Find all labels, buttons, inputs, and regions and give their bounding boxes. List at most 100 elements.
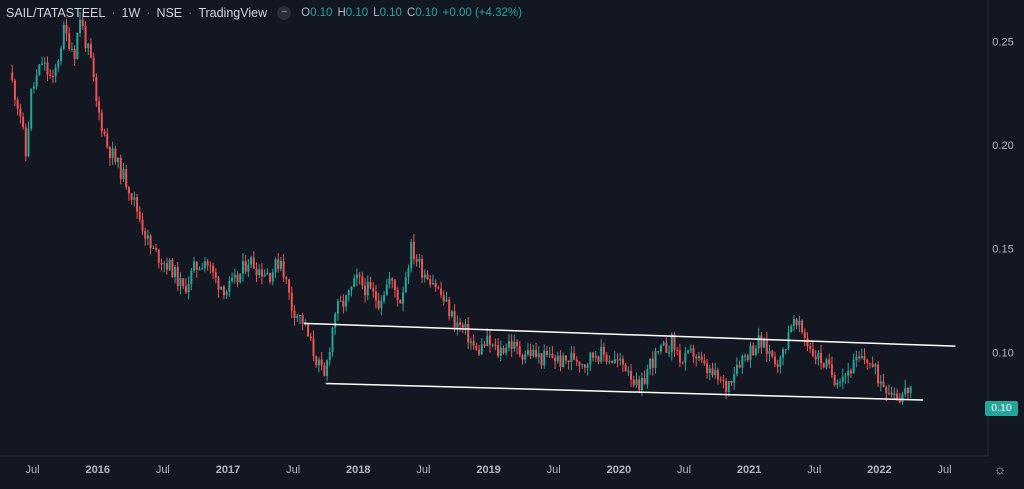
candle-body xyxy=(361,276,364,286)
candle-body xyxy=(410,241,413,269)
candle-body xyxy=(839,382,842,384)
candle-body xyxy=(654,351,657,368)
candle-body xyxy=(602,346,605,355)
candle-body xyxy=(239,273,242,283)
candle-body xyxy=(32,86,35,89)
candle-body xyxy=(738,364,741,368)
candle-body xyxy=(217,277,220,290)
gear-icon[interactable]: ☼ xyxy=(993,461,1007,477)
change-value: +0.00 (+4.32%) xyxy=(442,7,522,19)
candle-body xyxy=(22,116,25,128)
candle-body xyxy=(505,347,508,354)
candle-body xyxy=(95,77,98,102)
candle-body xyxy=(703,360,706,364)
candle-body xyxy=(562,355,565,367)
candle-body xyxy=(233,274,236,278)
candle-body xyxy=(716,369,719,380)
candle-body xyxy=(214,272,217,278)
candle-body xyxy=(70,49,73,51)
minus-icon[interactable]: − xyxy=(277,6,292,20)
candle-body xyxy=(790,325,793,333)
candle-body xyxy=(11,72,14,81)
candle-body xyxy=(483,344,486,346)
candle-body xyxy=(111,148,114,158)
candle-body xyxy=(464,323,467,328)
candle-body xyxy=(57,60,60,68)
candle-body xyxy=(404,277,407,293)
candle-body xyxy=(651,358,654,368)
candle-body xyxy=(467,323,470,343)
candle-body xyxy=(898,398,901,403)
candle-body xyxy=(60,48,63,61)
candle-body xyxy=(551,354,554,358)
symbol-name[interactable]: SAIL/TATASTEEL xyxy=(6,6,106,20)
candle-body xyxy=(809,346,812,349)
candle-body xyxy=(288,279,291,293)
candle-body xyxy=(866,359,869,363)
candle-body xyxy=(849,370,852,374)
candle-body xyxy=(176,266,179,287)
candle-body xyxy=(811,348,814,357)
candle-body xyxy=(402,292,405,304)
candle-body xyxy=(391,278,394,281)
candle-body xyxy=(725,380,728,392)
candle-body xyxy=(836,382,839,386)
candle-body xyxy=(174,266,177,278)
candle-body xyxy=(383,295,386,301)
candle-body xyxy=(377,300,380,309)
candle-body xyxy=(279,261,282,269)
candle-body xyxy=(852,359,855,374)
candle-body xyxy=(317,359,320,366)
candle-body xyxy=(187,284,190,293)
candle-body xyxy=(860,356,863,359)
interval-label[interactable]: 1W xyxy=(121,6,141,20)
candle-body xyxy=(81,19,84,27)
candle-body xyxy=(27,128,30,157)
x-tick-label: 2022 xyxy=(867,464,891,476)
candle-body xyxy=(741,355,744,368)
upper-channel-trendline[interactable] xyxy=(303,322,956,347)
candle-body xyxy=(266,272,269,275)
candle-body xyxy=(586,364,589,368)
candle-body xyxy=(43,62,46,64)
candle-body xyxy=(773,356,776,365)
separator-dot: · xyxy=(111,6,116,20)
candle-body xyxy=(868,362,871,364)
x-tick-label: 2020 xyxy=(607,464,631,476)
candle-body xyxy=(757,335,760,349)
candle-body xyxy=(168,259,171,270)
candle-body xyxy=(613,359,616,363)
trendlines[interactable] xyxy=(303,322,956,401)
candle-body xyxy=(323,365,326,376)
candle-body xyxy=(366,282,369,296)
candle-body xyxy=(497,345,500,356)
candle-body xyxy=(513,341,516,349)
candle-body xyxy=(350,286,353,291)
candle-body xyxy=(619,358,622,361)
candle-body xyxy=(358,274,361,277)
candle-body xyxy=(456,322,459,328)
candle-body xyxy=(722,379,725,381)
candle-body xyxy=(847,370,850,376)
candle-body xyxy=(507,341,510,348)
candle-body xyxy=(448,299,451,317)
candle-body xyxy=(418,258,421,262)
candle-body xyxy=(535,349,538,357)
candle-body xyxy=(461,324,464,328)
candle-body xyxy=(282,261,285,278)
candle-body xyxy=(342,300,345,307)
candle-body xyxy=(258,269,261,276)
candle-body xyxy=(374,291,377,301)
lower-channel-trendline[interactable] xyxy=(325,382,923,401)
candle-body xyxy=(887,392,890,394)
candle-body xyxy=(543,350,546,366)
candle-body xyxy=(763,339,766,348)
candle-body xyxy=(54,67,57,77)
candle-body xyxy=(260,269,263,277)
candle-body xyxy=(339,300,342,302)
candle-body xyxy=(127,187,130,194)
candle-body xyxy=(274,259,277,273)
candle-body xyxy=(863,356,866,360)
